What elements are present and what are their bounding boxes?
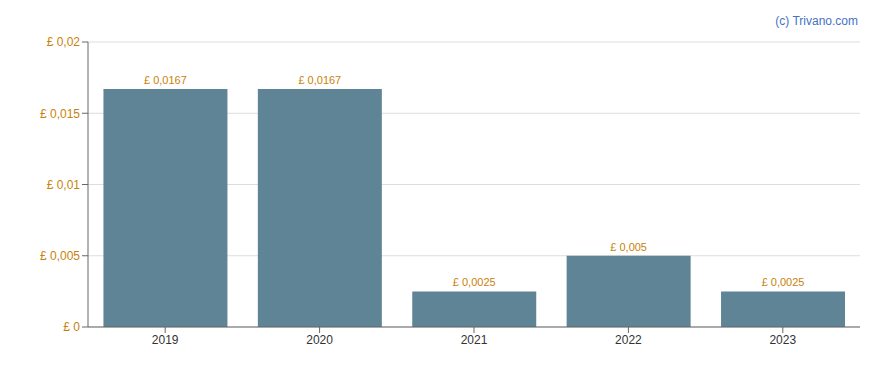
svg-text:£ 0,005: £ 0,005 [610,241,647,253]
svg-text:2019: 2019 [152,333,179,347]
svg-text:£ 0: £ 0 [63,320,80,334]
svg-text:2020: 2020 [306,333,333,347]
svg-text:2021: 2021 [461,333,488,347]
svg-text:£ 0,02: £ 0,02 [47,35,81,49]
svg-text:2022: 2022 [615,333,642,347]
svg-text:£ 0,0167: £ 0,0167 [298,74,341,86]
svg-text:£ 0,0167: £ 0,0167 [144,74,187,86]
html-text:(c) Trivano.com: (c) Trivano.com [775,14,858,28]
svg-text:2023: 2023 [769,333,796,347]
svg-text:£ 0,015: £ 0,015 [40,107,80,121]
svg-text:£ 0,01: £ 0,01 [47,178,81,192]
svg-text:£ 0,0025: £ 0,0025 [453,276,496,288]
svg-text:£ 0,005: £ 0,005 [40,249,80,263]
svg-text:£ 0,0025: £ 0,0025 [762,276,805,288]
